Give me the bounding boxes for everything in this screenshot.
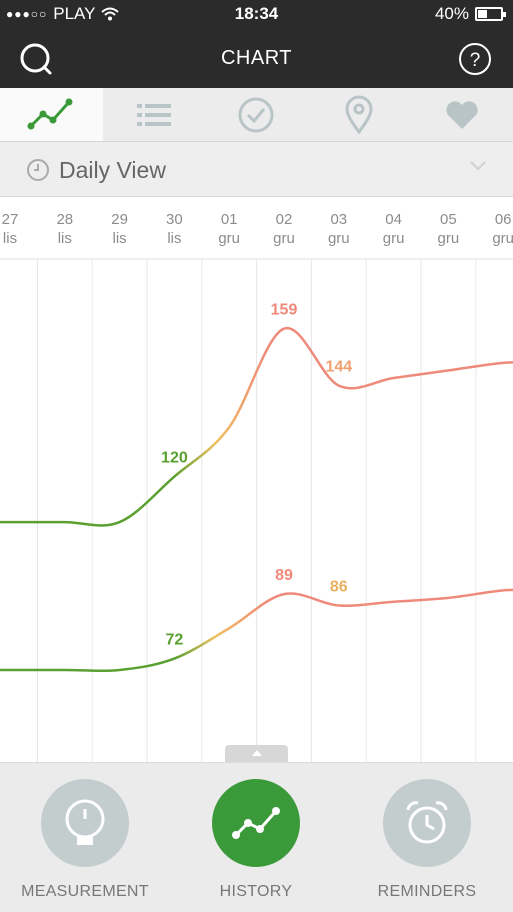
battery-group: 40% [434, 4, 506, 24]
gauge-icon [65, 799, 105, 845]
tab-list[interactable] [103, 88, 206, 141]
data-label: 159 [271, 302, 298, 319]
x-tick-month: gru [492, 230, 513, 247]
tab-location[interactable] [308, 88, 411, 141]
x-tick-day: 03 [330, 211, 347, 228]
list-icon [136, 103, 171, 126]
wifi-icon [101, 7, 120, 21]
view-selector[interactable]: Daily View [0, 142, 513, 197]
data-label: 89 [275, 567, 293, 584]
chart-area[interactable]: 27 lis 28 lis 29 lis 30 lis 01 gru 02 gru 03 gru 04 gru… [0, 197, 513, 762]
x-tick-day: 04 [385, 211, 402, 228]
x-tick-month: gru [328, 230, 350, 247]
x-tick-day: 02 [276, 211, 293, 228]
page-title: CHART [220, 47, 293, 69]
measurement-button[interactable]: MEASUREMENT [0, 779, 170, 901]
x-tick-day: 05 [440, 211, 457, 228]
chart-icon [232, 807, 280, 839]
x-tick-day: 06 [495, 211, 512, 228]
x-tick-day: 01 [221, 211, 238, 228]
chevron-down-icon [470, 161, 486, 171]
data-label: 86 [330, 579, 348, 596]
x-tick-day: 30 [166, 211, 183, 228]
history-button[interactable]: HISTORY [171, 779, 341, 901]
drawer-handle[interactable] [225, 745, 288, 763]
x-tick-month: gru [218, 230, 240, 247]
tab-bar [0, 88, 513, 142]
reminders-button[interactable]: REMINDERS [342, 779, 512, 901]
battery-percent: 40% [434, 4, 469, 23]
check-circle-icon [238, 97, 274, 132]
x-tick-month: gru [383, 230, 405, 247]
x-tick-month: lis [167, 230, 181, 247]
help-button[interactable]: ? [453, 37, 497, 81]
tab-check[interactable] [205, 88, 308, 141]
svg-text:?: ? [470, 50, 481, 71]
search-button[interactable] [14, 37, 58, 81]
series-line-1 [0, 588, 513, 673]
data-label: 72 [166, 632, 184, 649]
x-tick-month: lis [113, 230, 127, 247]
search-icon [20, 43, 52, 75]
x-tick-day: 28 [56, 211, 73, 228]
view-label: Daily View [59, 157, 166, 183]
history-label: HISTORY [219, 883, 293, 900]
nav-bar: CHART ? [0, 29, 513, 88]
reminders-circle [383, 779, 471, 867]
tab-chart[interactable] [0, 88, 103, 141]
carrier-name: PLAY [53, 4, 96, 23]
tab-heart[interactable] [410, 88, 513, 141]
x-tick-month: lis [58, 230, 72, 247]
x-tick-day: 29 [111, 211, 128, 228]
x-tick-month: gru [273, 230, 295, 247]
status-bar: ●●●○○ PLAY 18:34 40% [0, 0, 513, 29]
reminders-label: REMINDERS [377, 883, 477, 900]
battery-icon [475, 7, 506, 21]
measurement-label: MEASUREMENT [21, 883, 149, 900]
data-label: 144 [325, 359, 352, 376]
heart-icon [446, 100, 478, 129]
chevron-up-icon [252, 750, 262, 756]
x-tick-day: 27 [2, 211, 19, 228]
x-tick-month: lis [3, 230, 17, 247]
x-tick-month: gru [438, 230, 460, 247]
carrier-group: ●●●○○ PLAY [6, 4, 120, 24]
data-label: 120 [161, 450, 188, 467]
help-icon: ? [459, 43, 491, 75]
history-circle [212, 779, 300, 867]
series-line-0 [0, 327, 513, 527]
alarm-clock-icon [406, 801, 448, 844]
clock: 18:34 [234, 4, 279, 23]
history-chart[interactable]: 27 lis 28 lis 29 lis 30 lis 01 gru 02 gru 03 gru 04 gru… [0, 197, 513, 762]
map-pin-icon [345, 95, 373, 135]
signal-icon: ●●●○○ [6, 7, 48, 21]
chart-icon [27, 98, 73, 129]
bottom-bar: MEASUREMENT HISTORY REMINDERS [0, 762, 513, 912]
measurement-circle [41, 779, 129, 867]
clock-icon [27, 159, 49, 181]
